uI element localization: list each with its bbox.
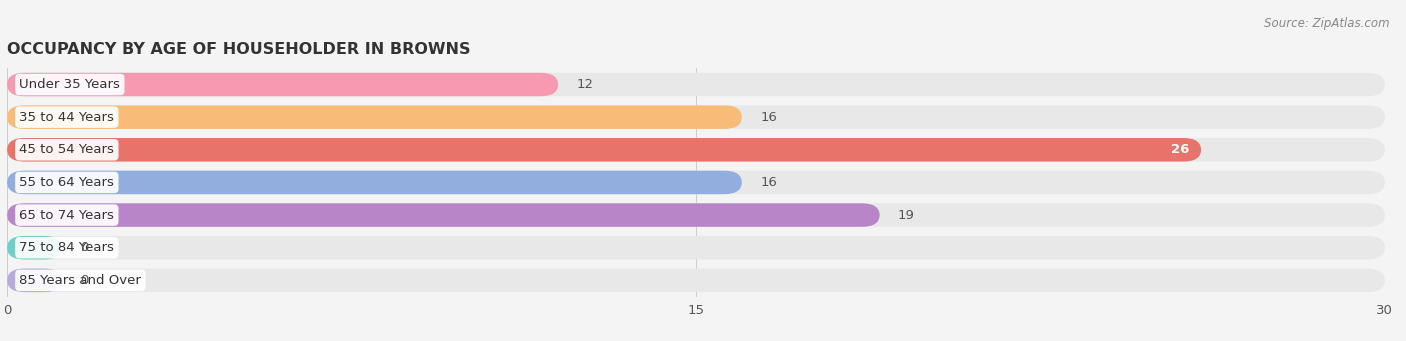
FancyBboxPatch shape: [7, 73, 1385, 96]
FancyBboxPatch shape: [7, 236, 1385, 260]
Text: Under 35 Years: Under 35 Years: [20, 78, 121, 91]
FancyBboxPatch shape: [7, 203, 880, 227]
Text: 26: 26: [1171, 143, 1189, 156]
Text: 0: 0: [80, 274, 89, 287]
Text: 16: 16: [761, 176, 778, 189]
Text: 12: 12: [576, 78, 593, 91]
Text: Source: ZipAtlas.com: Source: ZipAtlas.com: [1264, 17, 1389, 30]
Text: 16: 16: [761, 111, 778, 124]
FancyBboxPatch shape: [7, 269, 1385, 292]
Text: 65 to 74 Years: 65 to 74 Years: [20, 209, 114, 222]
FancyBboxPatch shape: [7, 138, 1201, 162]
Text: 0: 0: [80, 241, 89, 254]
Text: 35 to 44 Years: 35 to 44 Years: [20, 111, 114, 124]
FancyBboxPatch shape: [7, 236, 62, 260]
FancyBboxPatch shape: [7, 171, 1385, 194]
FancyBboxPatch shape: [7, 171, 742, 194]
Text: 19: 19: [898, 209, 915, 222]
FancyBboxPatch shape: [7, 105, 742, 129]
FancyBboxPatch shape: [7, 203, 1385, 227]
Text: 75 to 84 Years: 75 to 84 Years: [20, 241, 114, 254]
FancyBboxPatch shape: [7, 73, 558, 96]
Text: 55 to 64 Years: 55 to 64 Years: [20, 176, 114, 189]
FancyBboxPatch shape: [7, 138, 1385, 162]
Text: OCCUPANCY BY AGE OF HOUSEHOLDER IN BROWNS: OCCUPANCY BY AGE OF HOUSEHOLDER IN BROWN…: [7, 42, 471, 57]
FancyBboxPatch shape: [7, 105, 1385, 129]
Text: 45 to 54 Years: 45 to 54 Years: [20, 143, 114, 156]
Text: 85 Years and Over: 85 Years and Over: [20, 274, 142, 287]
FancyBboxPatch shape: [7, 269, 62, 292]
